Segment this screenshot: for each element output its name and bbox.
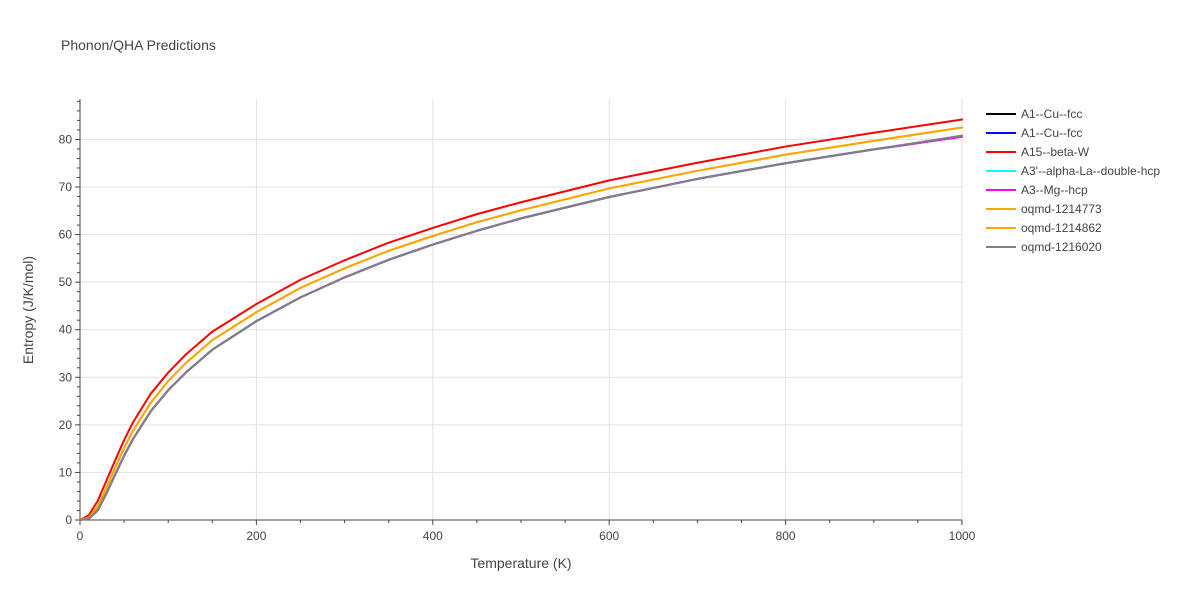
- y-axis-title: Entropy (J/K/mol): [20, 256, 36, 364]
- y-tick-label: 40: [59, 323, 73, 337]
- legend-item-4[interactable]: A3--Mg--hcp: [986, 183, 1088, 197]
- series-line-7: [79, 134, 963, 521]
- legend-label: A15--beta-W: [1021, 145, 1090, 159]
- legend-item-2[interactable]: A15--beta-W: [986, 145, 1090, 159]
- y-tick-label: 70: [59, 180, 73, 194]
- legend-label: A1--Cu--fcc: [1021, 126, 1082, 140]
- legend-label: A1--Cu--fcc: [1021, 107, 1082, 121]
- legend-label: oqmd-1214862: [1021, 221, 1102, 235]
- legend-label: A3'--alpha-La--double-hcp: [1021, 164, 1160, 178]
- legend-label: oqmd-1214773: [1021, 202, 1102, 216]
- x-tick-label: 0: [77, 529, 84, 543]
- y-tick-label: 60: [59, 228, 73, 242]
- x-tick-label: 400: [423, 529, 443, 543]
- y-tick-label: 80: [59, 132, 73, 146]
- x-tick-label: 1000: [949, 529, 976, 543]
- legend-item-1[interactable]: A1--Cu--fcc: [986, 126, 1082, 140]
- y-tick-label: 0: [65, 513, 72, 527]
- legend-label: A3--Mg--hcp: [1021, 183, 1088, 197]
- legend[interactable]: A1--Cu--fcc A1--Cu--fcc A15--beta-W A3'--al…: [986, 107, 1160, 254]
- legend-item-5[interactable]: oqmd-1214773: [986, 202, 1102, 216]
- y-tick-label: 10: [59, 465, 73, 479]
- y-tick-label: 20: [59, 418, 73, 432]
- axes-layer: 0 200 400 600 800 1000 0 10 20 30 40 50 60 70 80: [59, 99, 976, 543]
- legend-item-7[interactable]: oqmd-1216020: [986, 240, 1102, 254]
- grid-layer: [80, 99, 963, 520]
- chart-title: Phonon/QHA Predictions: [61, 37, 216, 53]
- x-tick-label: 600: [599, 529, 619, 543]
- y-tick-label: 50: [59, 275, 73, 289]
- y-tick-label: 30: [59, 370, 73, 384]
- x-tick-label: 200: [246, 529, 266, 543]
- x-axis-title: Temperature (K): [470, 555, 571, 571]
- legend-label: oqmd-1216020: [1021, 240, 1102, 254]
- series-line-2: [79, 118, 963, 521]
- series-layer: [79, 118, 963, 521]
- series-line-6: [79, 126, 963, 521]
- x-tick-label: 800: [776, 529, 796, 543]
- legend-item-6[interactable]: oqmd-1214862: [986, 221, 1102, 235]
- legend-item-3[interactable]: A3'--alpha-La--double-hcp: [986, 164, 1160, 178]
- legend-item-0[interactable]: A1--Cu--fcc: [986, 107, 1082, 121]
